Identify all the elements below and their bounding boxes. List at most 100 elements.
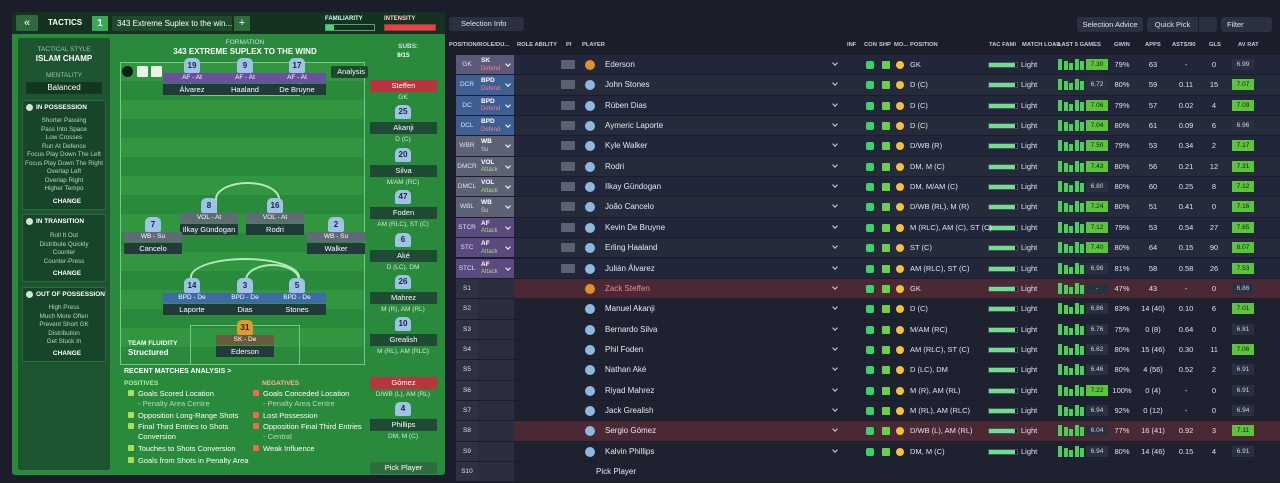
row-player[interactable]: Julián Álvarez xyxy=(605,263,655,273)
analysis-line: Conversion xyxy=(138,432,176,442)
mentality-select[interactable]: Balanced xyxy=(26,82,102,94)
change-button[interactable]: CHANGE xyxy=(52,270,82,277)
tactic-name[interactable]: 343 Extreme Suplex to the win... xyxy=(112,16,232,31)
role-cell xyxy=(478,238,514,258)
player-role[interactable]: AF - At xyxy=(216,73,274,83)
row-last5: 7.30 xyxy=(1086,59,1108,70)
row-player[interactable]: Kevin De Bruyne xyxy=(605,222,666,232)
player-role[interactable]: AF - At xyxy=(268,73,326,83)
sub-name[interactable]: Gómez xyxy=(370,376,437,389)
form-bar xyxy=(1080,345,1084,355)
player-role[interactable]: BPD - De xyxy=(163,293,221,303)
form-bar xyxy=(1063,366,1068,376)
player-role[interactable]: SK - De xyxy=(216,335,274,345)
condition-icon xyxy=(866,406,874,415)
row-role: BPD xyxy=(481,77,495,85)
row-player[interactable]: Kalvin Phillips xyxy=(605,446,655,456)
row-duty: Defend xyxy=(481,126,501,133)
row-player[interactable]: João Cancelo xyxy=(605,202,654,212)
row-player[interactable]: Ederson xyxy=(605,60,635,69)
row-asts: 0.15 xyxy=(1178,446,1194,456)
condition-icon xyxy=(866,447,874,456)
role-cell xyxy=(478,339,514,360)
morale-icon xyxy=(896,406,904,415)
player-role[interactable]: WB - Su xyxy=(307,232,365,242)
player-role[interactable]: VOL - At xyxy=(180,213,238,223)
add-tactic[interactable]: + xyxy=(234,16,250,31)
sub-position: DM, M (C) xyxy=(388,433,418,441)
analysis-icon xyxy=(128,456,134,463)
row-player[interactable]: Rúben Dias xyxy=(605,100,647,110)
player-name[interactable]: Cancelo xyxy=(124,243,182,254)
player-name[interactable]: Álvarez xyxy=(163,84,221,95)
row-player[interactable]: Bernardo Silva xyxy=(605,324,658,334)
back-button[interactable]: « xyxy=(16,15,38,31)
row-player[interactable]: Kyle Walker xyxy=(605,141,648,151)
row-player[interactable]: Aymeric Laporte xyxy=(605,121,664,131)
player-name[interactable]: Haaland xyxy=(216,84,274,95)
form-bar xyxy=(1058,160,1062,172)
filter-button[interactable]: Filter xyxy=(1221,17,1272,32)
row-duty: Defend xyxy=(481,106,501,113)
player-role[interactable]: VOL - At xyxy=(246,213,304,223)
player-name[interactable]: Walker xyxy=(307,243,365,254)
form-bar xyxy=(1058,282,1062,294)
sub-name[interactable]: Grealish xyxy=(370,334,437,347)
row-player[interactable]: Sergio Gómez xyxy=(605,426,657,436)
row-player[interactable]: Zack Steffen xyxy=(605,283,650,293)
selection-advice[interactable]: Selection Advice xyxy=(1077,17,1143,32)
player-name[interactable]: Laporte xyxy=(163,304,221,315)
row-player[interactable]: Riyad Mahrez xyxy=(605,385,655,395)
player-name[interactable]: Ederson xyxy=(216,346,274,357)
sub-name[interactable]: Steffen xyxy=(370,80,437,92)
mentality-label: MENTALITY xyxy=(46,72,82,79)
sharpness-icon xyxy=(882,406,890,415)
player-role[interactable]: WB - Su xyxy=(124,232,182,242)
row-player[interactable]: Jack Grealish xyxy=(605,405,654,415)
player-name[interactable]: Rodri xyxy=(246,224,304,235)
row-player[interactable]: Erling Haaland xyxy=(605,243,658,253)
player-name[interactable]: Stones xyxy=(268,304,326,315)
sub-name[interactable]: Akanji xyxy=(370,122,437,135)
row-gwin: 80% xyxy=(1114,202,1130,212)
column-header: GWIN xyxy=(1114,42,1130,48)
row-player[interactable]: Manuel Akanji xyxy=(605,304,655,314)
selection-info[interactable]: Selection Info xyxy=(449,17,524,31)
row-gwin: 83% xyxy=(1114,304,1130,314)
morale-icon xyxy=(896,61,904,69)
form-bar xyxy=(1074,384,1079,396)
row-player[interactable]: Phil Foden xyxy=(605,344,644,354)
row-player[interactable]: Pick Player xyxy=(596,467,637,476)
change-button[interactable]: CHANGE xyxy=(52,350,82,357)
analysis-button[interactable]: Analysis xyxy=(331,66,368,78)
sub-name[interactable]: Mahrez xyxy=(370,292,437,304)
form-bar xyxy=(1058,262,1062,274)
form-bar xyxy=(1063,447,1068,457)
row-player[interactable]: Rodri xyxy=(605,161,625,171)
row-position-text: AM (RLC), ST (C) xyxy=(910,344,970,354)
player-role[interactable]: BPD - De xyxy=(268,293,326,303)
change-button[interactable]: CHANGE xyxy=(52,198,82,205)
player-name[interactable]: Dias xyxy=(216,304,274,315)
tactic-slot[interactable]: 1 xyxy=(92,16,108,31)
row-asts: 0.09 xyxy=(1178,121,1194,131)
sub-name[interactable]: Aké xyxy=(370,249,437,262)
quick-pick[interactable]: Quick Pick xyxy=(1147,17,1198,32)
row-avrat: 7.17 xyxy=(1232,140,1254,152)
form-bar xyxy=(1063,305,1068,315)
row-player[interactable]: John Stones xyxy=(605,80,650,90)
sub-name[interactable]: Pick Player xyxy=(370,461,437,474)
sharpness-icon xyxy=(882,427,890,436)
player-name[interactable]: De Bruyne xyxy=(268,84,326,95)
player-name[interactable]: Ilkay Gündogan xyxy=(180,224,238,235)
sub-name[interactable]: Phillips xyxy=(370,419,437,432)
form-bar xyxy=(1069,429,1073,437)
player-role[interactable]: BPD - De xyxy=(216,293,274,303)
row-player[interactable]: Ilkay Gündogan xyxy=(605,182,662,192)
sub-name[interactable]: Foden xyxy=(370,207,437,220)
form-bar xyxy=(1074,262,1079,274)
player-role[interactable]: AF - At xyxy=(163,73,221,83)
row-player[interactable]: Nathan Aké xyxy=(605,365,647,375)
sub-name[interactable]: Silva xyxy=(370,164,437,177)
row-load: Light xyxy=(1021,385,1038,395)
